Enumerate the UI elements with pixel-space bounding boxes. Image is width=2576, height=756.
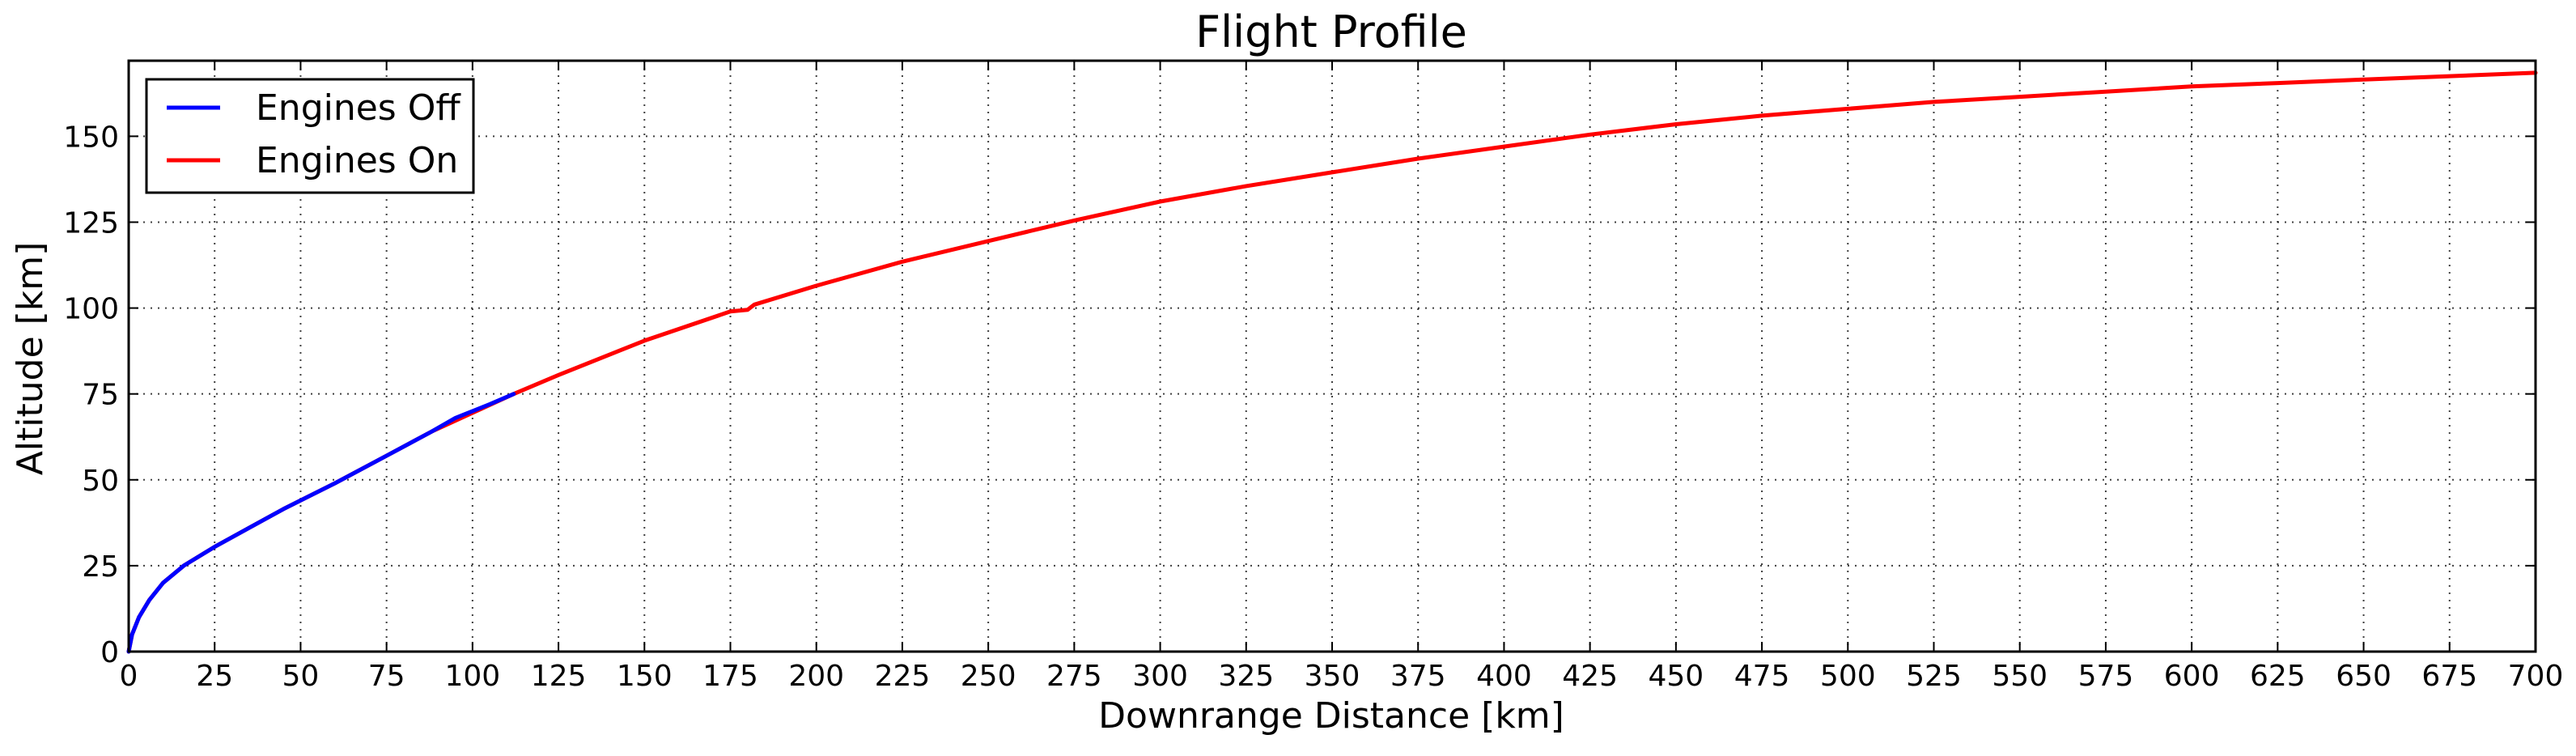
x-tick-label: 100 [444, 660, 500, 693]
x-tick-label: 425 [1562, 660, 1618, 693]
x-tick-label: 325 [1218, 660, 1274, 693]
chart-title: Flight Profile [1195, 6, 1467, 57]
x-tick-label: 0 [120, 660, 138, 693]
x-tick-label: 50 [282, 660, 320, 693]
x-tick-label: 525 [1906, 660, 1962, 693]
x-tick-label: 275 [1046, 660, 1102, 693]
series-line-engines-off [126, 392, 516, 654]
x-tick-label: 550 [1992, 660, 2048, 693]
x-tick-label: 600 [2164, 660, 2220, 693]
x-tick-label: 450 [1648, 660, 1704, 693]
x-tick-label: 625 [2250, 660, 2306, 693]
x-tick-label: 150 [617, 660, 673, 693]
y-tick-label: 150 [63, 121, 119, 154]
y-tick-label: 0 [100, 636, 119, 669]
legend: Engines Off Engines On [145, 78, 475, 194]
x-tick-label: 175 [702, 660, 758, 693]
x-tick-label: 675 [2421, 660, 2477, 693]
x-tick-label: 700 [2508, 660, 2564, 693]
x-tick-label: 650 [2336, 660, 2391, 693]
x-tick-label: 300 [1132, 660, 1188, 693]
x-axis-label: Downrange Distance [km] [1098, 695, 1564, 737]
x-tick-label: 375 [1390, 660, 1446, 693]
grid-lines [128, 61, 2536, 652]
y-tick-label: 25 [82, 550, 119, 584]
x-tick-label: 200 [788, 660, 844, 693]
y-tick-label: 50 [82, 465, 119, 498]
x-tick-label: 25 [196, 660, 233, 693]
x-tick-label: 400 [1476, 660, 1532, 693]
tick-layer: 0 25 50 75 100 125 150 175 200 225 250 275 300 325 350… [63, 61, 2563, 693]
series-layer [126, 70, 2538, 654]
x-tick-label: 350 [1305, 660, 1360, 693]
y-tick-label: 125 [63, 206, 119, 240]
x-tick-label: 475 [1734, 660, 1790, 693]
legend-label-engines-off: Engines Off [256, 87, 461, 129]
x-tick-label: 225 [875, 660, 931, 693]
x-tick-label: 125 [531, 660, 587, 693]
y-tick-label: 75 [82, 379, 119, 412]
x-tick-label: 575 [2078, 660, 2134, 693]
x-tick-label: 75 [368, 660, 405, 693]
x-tick-label: 500 [1820, 660, 1876, 693]
legend-label-engines-on: Engines On [256, 140, 458, 181]
y-axis-label: Altitude [km] [10, 242, 51, 476]
y-tick-label: 100 [63, 293, 119, 326]
x-tick-label: 250 [961, 660, 1016, 693]
legend-box [145, 78, 475, 194]
